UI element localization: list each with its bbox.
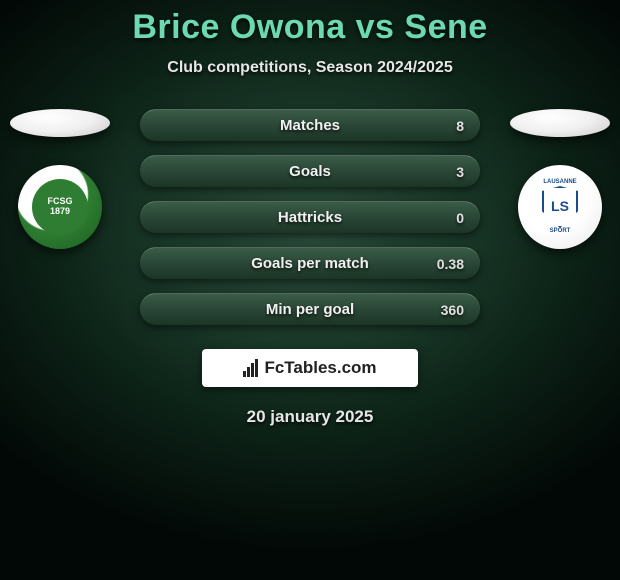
stat-value: 0 (456, 210, 464, 226)
stats-list: Matches 8 Goals 3 Hattricks 0 Goals per … (140, 109, 480, 325)
stat-label: Matches (280, 117, 340, 134)
player-right-placeholder (510, 109, 610, 137)
club-logo-right-inner: LAUSANNE LS SPORT (532, 179, 588, 235)
stat-row: Matches 8 (140, 109, 480, 141)
page-title: Brice Owona vs Sene (0, 8, 620, 47)
stat-label: Goals (289, 163, 331, 180)
club-left-year: 1879 (50, 207, 70, 217)
player-left-column: FCSG 1879 (10, 109, 110, 249)
club-right-abbr: LS (551, 199, 569, 214)
stat-row: Goals 3 (140, 155, 480, 187)
stat-row: Hattricks 0 (140, 201, 480, 233)
club-logo-left-inner: FCSG 1879 (32, 179, 88, 235)
branding-text: FcTables.com (264, 358, 376, 378)
club-logo-right: LAUSANNE LS SPORT (518, 165, 602, 249)
club-right-shield: LS (542, 186, 578, 228)
date-label: 20 january 2025 (0, 407, 620, 427)
comparison-card: Brice Owona vs Sene Club competitions, S… (0, 0, 620, 580)
club-right-top: LAUSANNE (543, 179, 576, 186)
stat-value: 360 (441, 302, 464, 318)
page-subtitle: Club competitions, Season 2024/2025 (0, 59, 620, 77)
club-logo-left: FCSG 1879 (18, 165, 102, 249)
stat-value: 8 (456, 118, 464, 134)
content-area: FCSG 1879 LAUSANNE LS SPORT Matches (0, 109, 620, 427)
stat-label: Hattricks (278, 209, 342, 226)
club-right-bottom: SPORT (550, 228, 571, 235)
player-left-placeholder (10, 109, 110, 137)
stat-row: Goals per match 0.38 (140, 247, 480, 279)
stat-value: 0.38 (437, 256, 464, 272)
stat-value: 3 (456, 164, 464, 180)
stat-label: Goals per match (251, 255, 369, 272)
stat-row: Min per goal 360 (140, 293, 480, 325)
branding-badge: FcTables.com (202, 349, 418, 387)
chart-icon (243, 359, 258, 377)
stat-label: Min per goal (266, 301, 354, 318)
player-right-column: LAUSANNE LS SPORT (510, 109, 610, 249)
